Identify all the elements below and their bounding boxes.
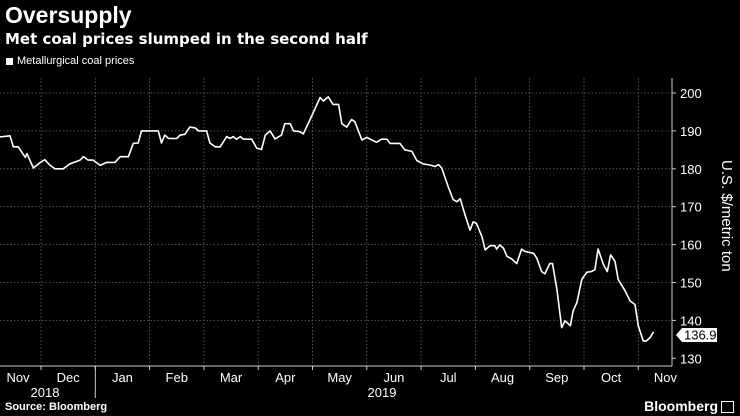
x-tick-label: Jul [440, 370, 457, 385]
last-value-label: 136.96 [676, 328, 724, 343]
legend-swatch [6, 57, 13, 65]
y-tick-label: 180 [680, 162, 702, 177]
x-tick-label: Apr [275, 370, 296, 385]
y-tick-label: 160 [680, 238, 702, 253]
x-tick-label: Jan [112, 370, 133, 385]
x-tick-label: Sep [545, 370, 568, 385]
x-tick-label: Nov [6, 370, 30, 385]
last-value-text: 136.96 [684, 328, 724, 343]
legend-label: Metallurgical coal prices [17, 55, 135, 67]
x-tick-label: Nov [654, 370, 678, 385]
x-tick-label: Aug [491, 370, 514, 385]
x-tick-label: Feb [166, 370, 188, 385]
year-label-2019: 2019 [368, 385, 397, 400]
y-tick-label: 200 [680, 86, 702, 101]
y-tick-label: 190 [680, 124, 702, 139]
y-tick-label: 140 [680, 313, 702, 328]
x-tick-label: Oct [601, 370, 622, 385]
y-tick-label: 170 [680, 200, 702, 215]
y-tick-label: 130 [680, 351, 702, 366]
bloomberg-brand-icon [721, 401, 734, 413]
series-line-metallurgical-coal [0, 96, 655, 342]
chart-title: Oversupply [5, 2, 132, 28]
legend: Metallurgical coal prices [6, 55, 134, 67]
x-tick-label: May [327, 370, 352, 385]
y-tick-label: 150 [680, 276, 702, 291]
y-axis-title: U.S. $/metric ton [718, 160, 735, 272]
chart-subtitle: Met coal prices slumped in the second ha… [5, 30, 368, 48]
x-tick-label: Dec [57, 370, 81, 385]
bloomberg-logo: Bloomberg [644, 398, 718, 414]
x-tick-label: Jun [383, 370, 404, 385]
year-label-2018: 2018 [31, 385, 60, 400]
source-note: Source: Bloomberg [5, 401, 108, 413]
x-tick-label: Mar [220, 370, 243, 385]
